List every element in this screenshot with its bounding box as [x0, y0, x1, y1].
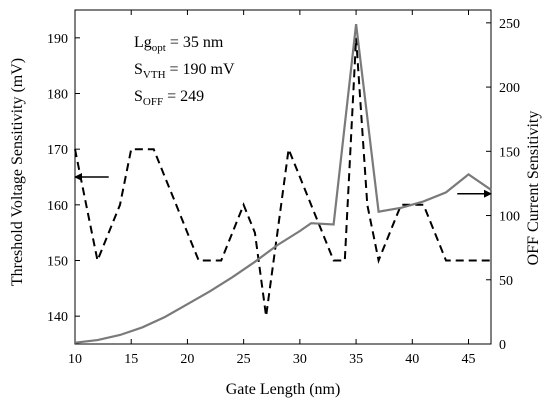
annotation-svth: SVTH = 190 mV — [134, 61, 235, 81]
right-y-axis-title: OFF Current Sensitivity — [525, 111, 542, 266]
x-tick-label: 15 — [124, 352, 138, 367]
annotation-box: Lgopt = 35 nm SVTH = 190 mV SOFF = 249 — [134, 34, 235, 108]
left-y-tick-label: 140 — [47, 310, 68, 325]
x-tick-label: 30 — [293, 352, 307, 367]
right-y-tick-label: 150 — [499, 145, 520, 160]
x-tick-label: 35 — [349, 352, 363, 367]
x-tick-label: 20 — [180, 352, 194, 367]
right-y-tick-label: 0 — [499, 338, 506, 353]
left-y-tick-label: 180 — [47, 88, 68, 103]
x-tick-label: 10 — [68, 352, 82, 367]
off-current-sensitivity-line — [74, 23, 492, 344]
arrow-layer — [74, 173, 492, 198]
series-layer — [74, 23, 492, 344]
annotation-soff: SOFF = 249 — [134, 88, 204, 108]
left-y-axis-ticks: 140 150 160 170 180 190 — [47, 32, 80, 325]
x-axis-title: Gate Length (nm) — [226, 381, 341, 398]
x-tick-label: 40 — [405, 352, 419, 367]
x-tick-label: 25 — [237, 352, 251, 367]
x-axis-ticks: 10 15 20 25 30 35 40 45 — [68, 10, 476, 367]
left-y-axis-title: Threshold Voltage Sensitivity (mV) — [9, 58, 26, 286]
right-y-tick-label: 50 — [499, 274, 513, 289]
left-y-tick-label: 160 — [47, 199, 68, 214]
right-y-tick-label: 200 — [499, 81, 520, 96]
left-y-tick-label: 190 — [47, 32, 68, 47]
right-y-tick-label: 100 — [499, 210, 520, 225]
x-tick-label: 45 — [462, 352, 476, 367]
annotation-lgopt: Lgopt = 35 nm — [134, 34, 224, 54]
threshold-voltage-sensitivity-line — [74, 37, 491, 317]
left-y-tick-label: 170 — [47, 143, 68, 158]
right-y-axis-ticks: 0 50 100 150 200 250 — [486, 17, 520, 353]
right-y-tick-label: 250 — [499, 17, 520, 32]
left-y-tick-label: 150 — [47, 255, 68, 270]
